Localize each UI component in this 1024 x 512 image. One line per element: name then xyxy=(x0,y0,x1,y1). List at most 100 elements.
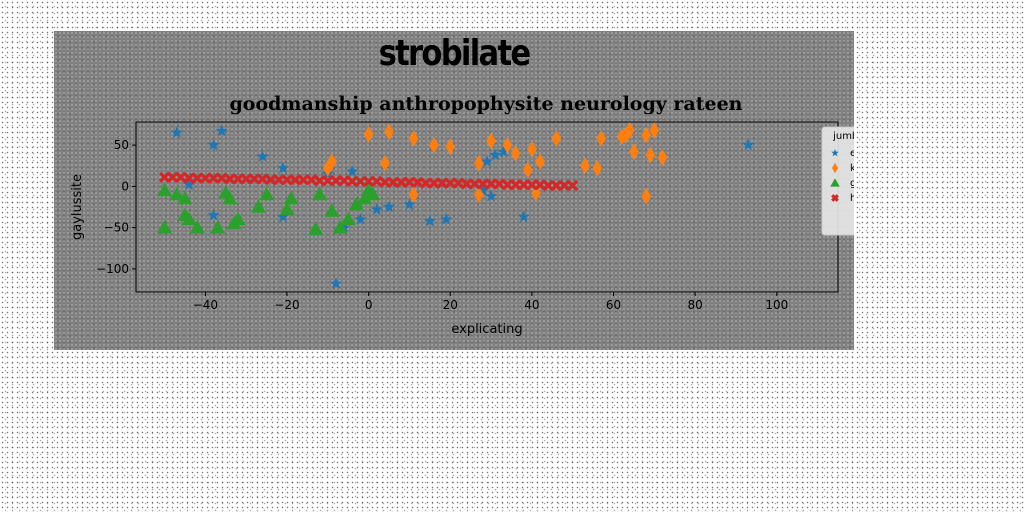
scatter-plot: −40 −20 0 20 40 60 80 100 50 0 −50 −100 explicating g… xyxy=(70,121,854,337)
data-point-e xyxy=(215,124,228,137)
data-point-hotch xyxy=(208,172,220,184)
data-point-hotch xyxy=(191,172,203,184)
data-point-e xyxy=(276,210,289,223)
data-point-k xyxy=(645,146,656,164)
data-point-hotch xyxy=(314,175,326,187)
data-point-hotch xyxy=(363,175,375,187)
legend-title: jumbuck xyxy=(832,131,854,142)
data-point-e xyxy=(338,221,351,233)
plot-area-frame xyxy=(135,121,839,293)
data-point-hotch xyxy=(265,174,277,186)
data-point-hotch xyxy=(831,194,839,202)
data-point-hotch xyxy=(371,175,383,187)
data-point-k xyxy=(531,184,541,202)
data-point-k xyxy=(408,186,419,204)
data-point-gaster xyxy=(340,211,356,226)
data-point-hotch xyxy=(256,173,269,185)
data-point-gaster xyxy=(332,220,348,234)
x-tick-label: 0 xyxy=(365,298,373,312)
data-point-hotch xyxy=(159,171,171,183)
data-point-gaster xyxy=(283,191,299,205)
chart-title: goodmanship anthropophysite neurology ra… xyxy=(229,93,743,115)
data-point-k xyxy=(527,140,537,158)
data-point-hotch xyxy=(452,177,464,189)
data-point-k xyxy=(502,136,513,154)
data-point-e xyxy=(276,161,289,174)
data-point-k xyxy=(363,125,374,143)
chart-suptitle: strobilate xyxy=(378,33,532,74)
data-point-gaster xyxy=(156,182,173,197)
data-point-hotch xyxy=(403,176,415,188)
data-point-k xyxy=(592,159,602,177)
data-point-e xyxy=(423,214,436,227)
data-point-e xyxy=(256,150,269,162)
data-point-hotch xyxy=(444,177,456,189)
data-point-k xyxy=(551,130,562,147)
x-tick-label: 40 xyxy=(524,298,539,312)
data-point-hotch xyxy=(199,172,211,184)
data-point-hotch xyxy=(534,179,546,191)
data-point-hotch xyxy=(469,178,481,190)
data-point-k xyxy=(327,153,337,171)
x-tick-label: −20 xyxy=(274,298,299,312)
data-point-hotch xyxy=(224,173,236,185)
data-point-hotch xyxy=(559,180,571,192)
data-point-k xyxy=(408,130,419,147)
data-point-hotch xyxy=(322,175,334,187)
data-point-hotch xyxy=(338,175,350,187)
data-point-e xyxy=(346,165,359,177)
data-point-e xyxy=(370,203,383,215)
data-point-k xyxy=(474,186,484,204)
data-point-gaster xyxy=(181,211,197,226)
data-point-e xyxy=(329,277,343,289)
data-point-hotch xyxy=(305,174,318,186)
data-point-gaster xyxy=(177,191,193,205)
data-point-e xyxy=(403,198,416,210)
data-point-hotch xyxy=(501,179,513,191)
data-point-gaster xyxy=(189,220,205,234)
data-point-e xyxy=(831,149,839,157)
data-point-hotch xyxy=(379,176,391,188)
y-tick-label: −100 xyxy=(96,262,129,276)
x-axis-label: explicating xyxy=(451,322,522,337)
data-point-e xyxy=(489,148,502,161)
data-point-k xyxy=(657,149,668,166)
data-point-hotch xyxy=(510,179,522,191)
data-point-hotch xyxy=(240,173,252,185)
legend-entry-label: k xyxy=(850,163,854,174)
data-point-e xyxy=(517,210,530,223)
data-point-k xyxy=(616,128,627,146)
data-point-hotch xyxy=(567,180,579,192)
data-point-hotch xyxy=(216,172,228,184)
data-point-gaster xyxy=(356,191,373,205)
data-point-gaster xyxy=(365,187,381,201)
data-point-hotch xyxy=(461,178,473,190)
data-point-e xyxy=(183,178,196,190)
data-point-gaster xyxy=(307,221,324,235)
data-point-hotch xyxy=(550,180,562,192)
data-point-hotch xyxy=(289,174,301,186)
data-point-gaster xyxy=(169,187,185,201)
data-point-gaster xyxy=(250,199,267,213)
data-point-hotch xyxy=(493,178,505,190)
data-point-e xyxy=(354,213,367,225)
data-point-k xyxy=(380,154,390,172)
data-point-gaster xyxy=(230,211,246,226)
data-point-e xyxy=(440,213,453,225)
data-point-gaster xyxy=(348,196,364,211)
data-point-hotch xyxy=(477,178,489,190)
data-point-hotch xyxy=(346,175,358,187)
data-point-k xyxy=(649,121,660,139)
x-tick-label: 60 xyxy=(606,298,621,312)
data-point-e xyxy=(207,138,220,151)
chart-figure: strobilate goodmanship anthropophysite n… xyxy=(54,31,854,350)
data-point-k xyxy=(641,126,651,144)
legend-entry-label: e xyxy=(850,148,854,159)
data-point-hotch xyxy=(273,174,285,186)
data-point-k xyxy=(641,187,651,205)
data-point-gaster xyxy=(279,201,295,216)
data-point-gaster xyxy=(830,178,840,187)
legend-entry-label: gaster xyxy=(850,178,854,189)
data-point-hotch xyxy=(232,173,244,185)
data-point-hotch xyxy=(518,179,530,191)
